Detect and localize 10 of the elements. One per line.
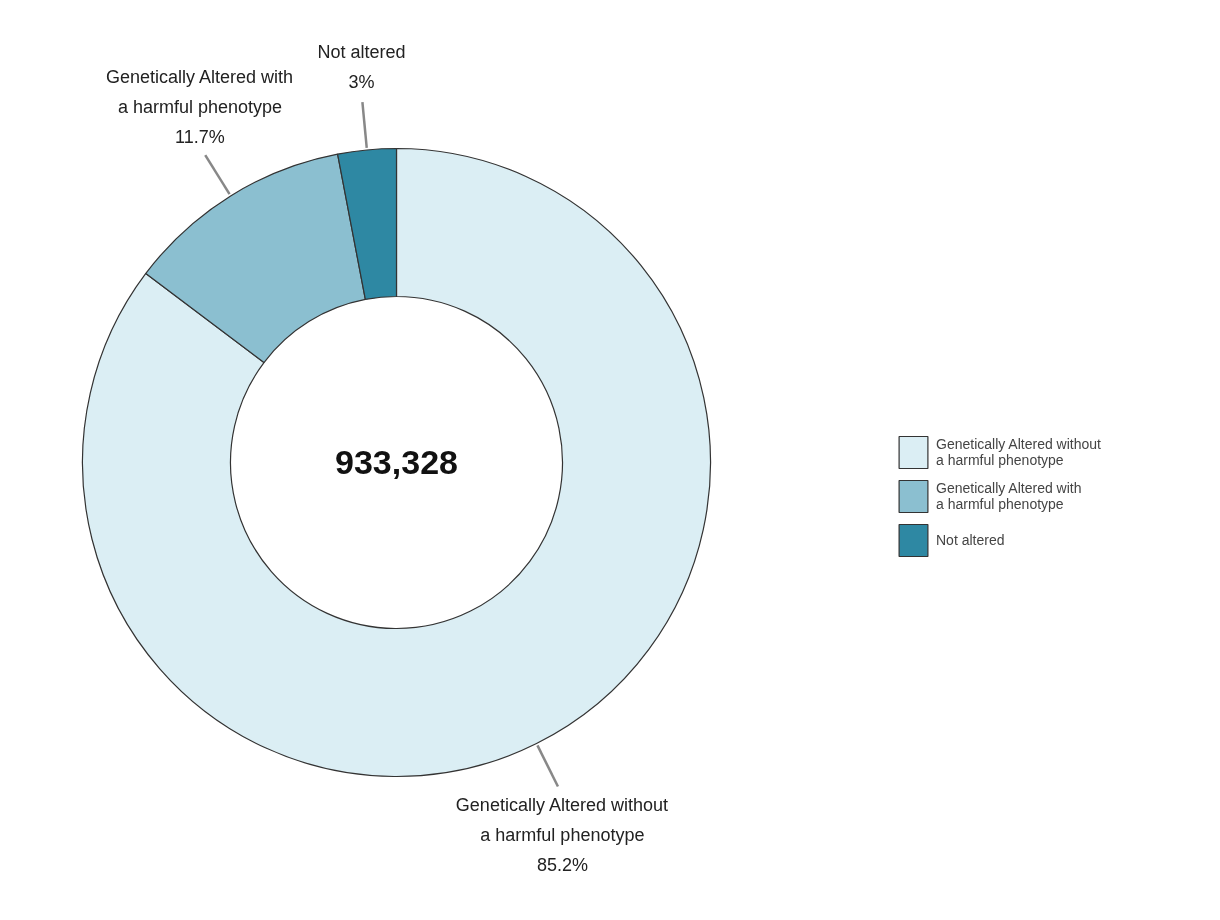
slice-label: Genetically Altered with a harmful phenotype	[105, 66, 294, 117]
data-label: 85.2%	[536, 855, 588, 876]
data-label: 11.7%	[175, 126, 225, 147]
legend-label: Genetically Altered with a harmful phenotype	[936, 479, 1082, 514]
text: 933,328	[335, 443, 458, 481]
legend-label: Not altered	[936, 531, 1005, 550]
slice-label: Not altered	[317, 42, 406, 63]
data-label: 3%	[348, 72, 375, 93]
slice-label: Genetically Altered without a harmful phenotype	[455, 795, 668, 846]
legend-label: Genetically Altered without a harmful phenotype	[936, 435, 1101, 470]
